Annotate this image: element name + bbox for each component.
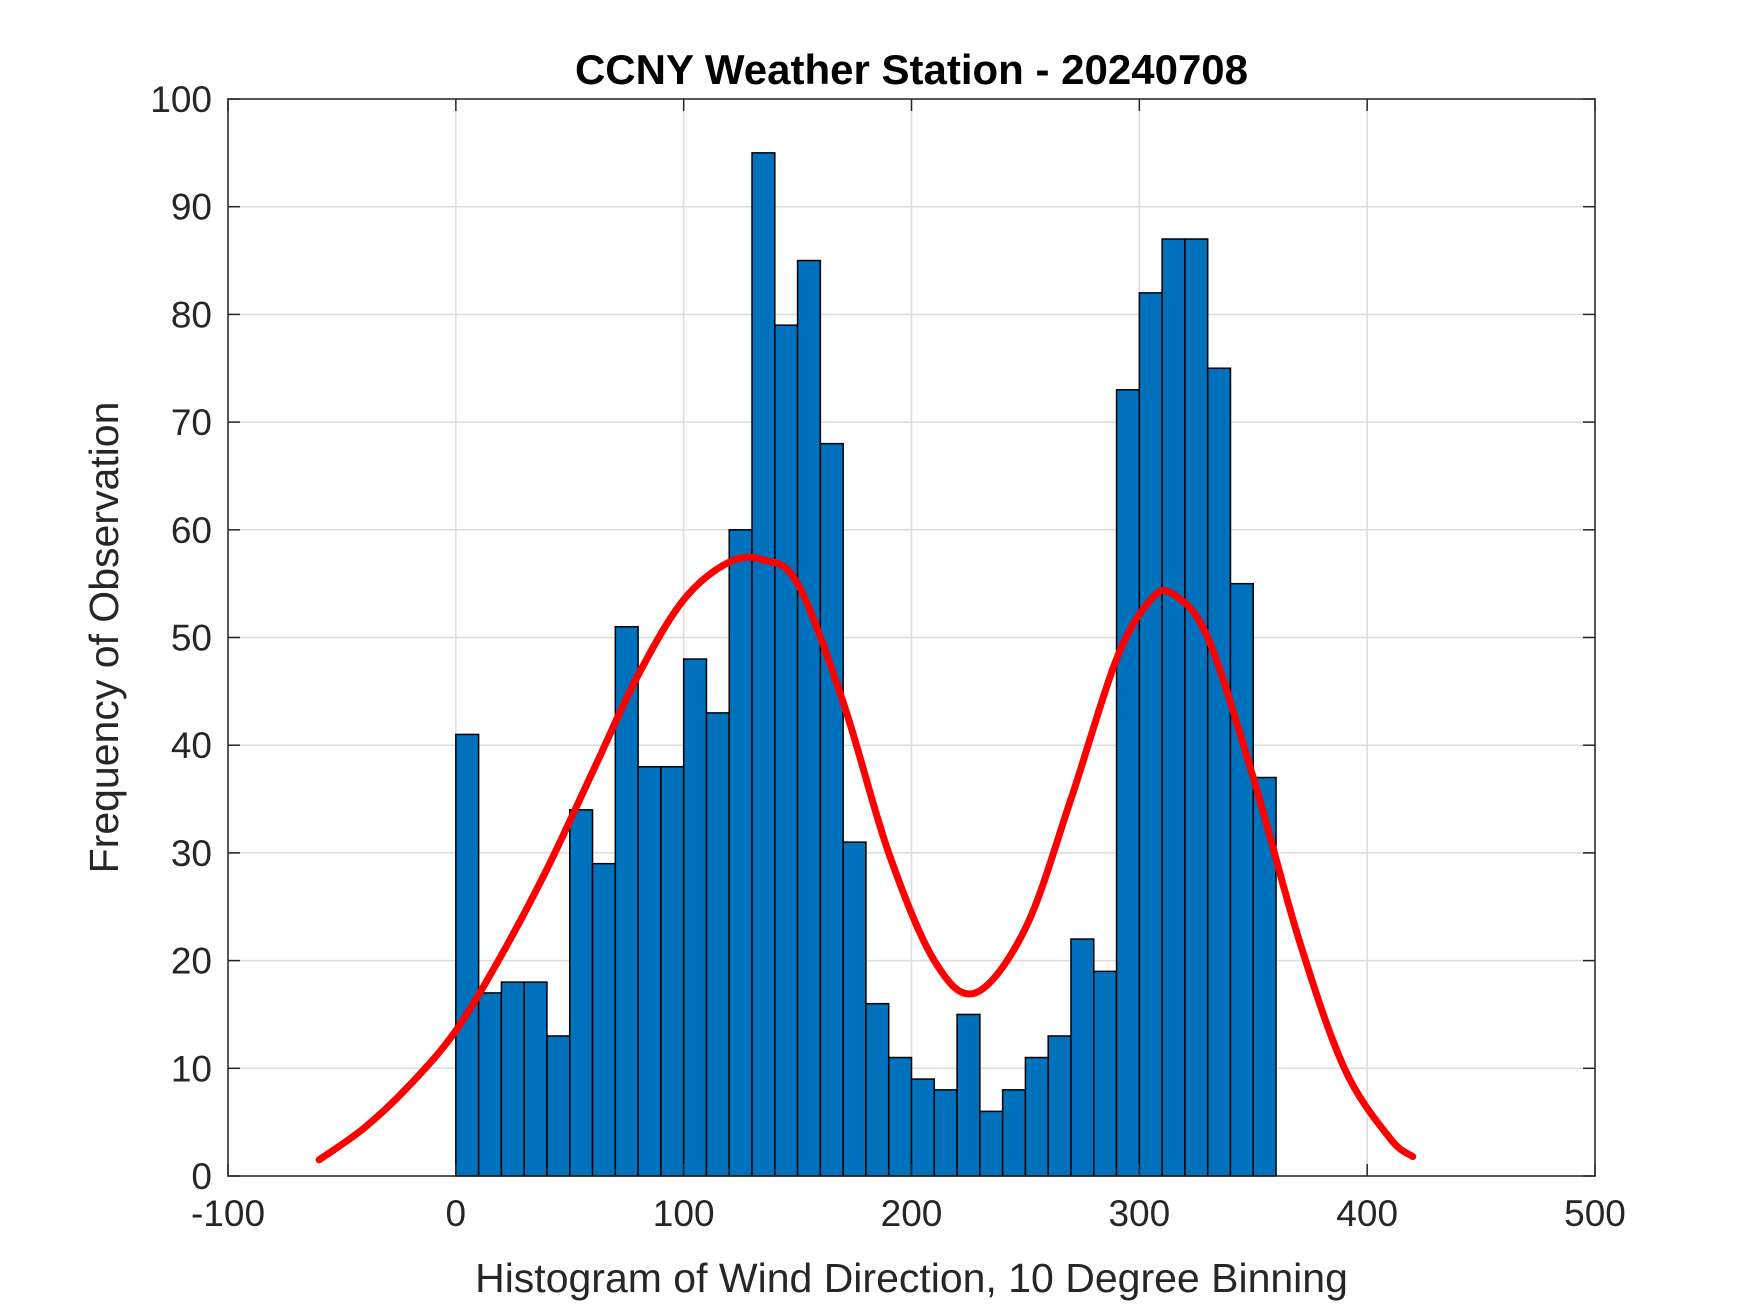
bar-170 xyxy=(842,841,867,1177)
y-tick-labels: 0 10 20 30 40 50 60 70 80 90 100 xyxy=(150,79,212,1197)
bar-200 xyxy=(910,1078,936,1177)
y-tick-label: 20 xyxy=(171,941,212,982)
x-tick-label: 200 xyxy=(881,1193,943,1234)
x-tick-label: 100 xyxy=(653,1193,715,1234)
y-tick-label: 0 xyxy=(191,1156,212,1197)
bar-90 xyxy=(660,765,685,1177)
y-tick-label: 40 xyxy=(171,725,212,766)
bar-220 xyxy=(956,1013,981,1177)
y-tick-label: 70 xyxy=(171,402,212,443)
y-tick-label: 50 xyxy=(171,618,212,659)
bar-20 xyxy=(500,981,525,1177)
y-tick-label: 100 xyxy=(150,79,212,120)
histogram-bars xyxy=(455,152,1277,1177)
y-tick-label: 60 xyxy=(171,510,212,551)
bar-140 xyxy=(774,324,799,1177)
x-tick-labels: -100 0 100 200 300 400 500 xyxy=(191,1193,1626,1234)
y-tick-label: 80 xyxy=(171,294,212,335)
bar-0 xyxy=(455,733,480,1177)
bar-330 xyxy=(1206,367,1232,1177)
fit-curve-line xyxy=(315,553,1417,1164)
bar-280 xyxy=(1093,970,1118,1177)
bar-100 xyxy=(682,658,708,1177)
y-tick-label: 30 xyxy=(171,833,212,874)
bar-10 xyxy=(477,992,503,1177)
y-tick-label: 10 xyxy=(171,1048,212,1089)
x-axis-label: Histogram of Wind Direction, 10 Degree B… xyxy=(475,1255,1348,1301)
bar-300 xyxy=(1138,292,1163,1177)
bar-110 xyxy=(705,712,730,1177)
bar-160 xyxy=(819,442,844,1177)
x-tick-label: 400 xyxy=(1336,1193,1398,1234)
bar-260 xyxy=(1047,1035,1072,1177)
bar-230 xyxy=(979,1110,1004,1177)
bar-270 xyxy=(1070,938,1095,1177)
bar-130 xyxy=(751,152,776,1177)
bar-290 xyxy=(1115,389,1141,1177)
bar-210 xyxy=(933,1089,958,1177)
bar-240 xyxy=(1001,1089,1027,1177)
x-tick-label: 500 xyxy=(1564,1193,1626,1234)
bar-120 xyxy=(728,529,753,1177)
y-axis-label: Frequency of Observation xyxy=(81,402,127,874)
x-tick-label: 0 xyxy=(446,1193,467,1234)
bar-250 xyxy=(1024,1056,1049,1177)
bar-30 xyxy=(523,981,548,1177)
axis-ticks xyxy=(227,98,1596,1177)
bar-310 xyxy=(1161,238,1186,1177)
bar-340 xyxy=(1229,582,1255,1177)
bar-320 xyxy=(1184,238,1209,1177)
x-tick-label: 300 xyxy=(1108,1193,1170,1234)
bar-190 xyxy=(887,1056,913,1177)
bar-40 xyxy=(546,1035,571,1177)
bar-150 xyxy=(796,259,822,1177)
chart-title: CCNY Weather Station - 20240708 xyxy=(575,46,1248,93)
y-tick-label: 90 xyxy=(171,187,212,228)
bar-180 xyxy=(865,1002,890,1177)
bar-50 xyxy=(569,809,594,1177)
bar-80 xyxy=(637,765,662,1177)
bar-60 xyxy=(591,862,617,1177)
x-tick-label: -100 xyxy=(191,1193,265,1234)
